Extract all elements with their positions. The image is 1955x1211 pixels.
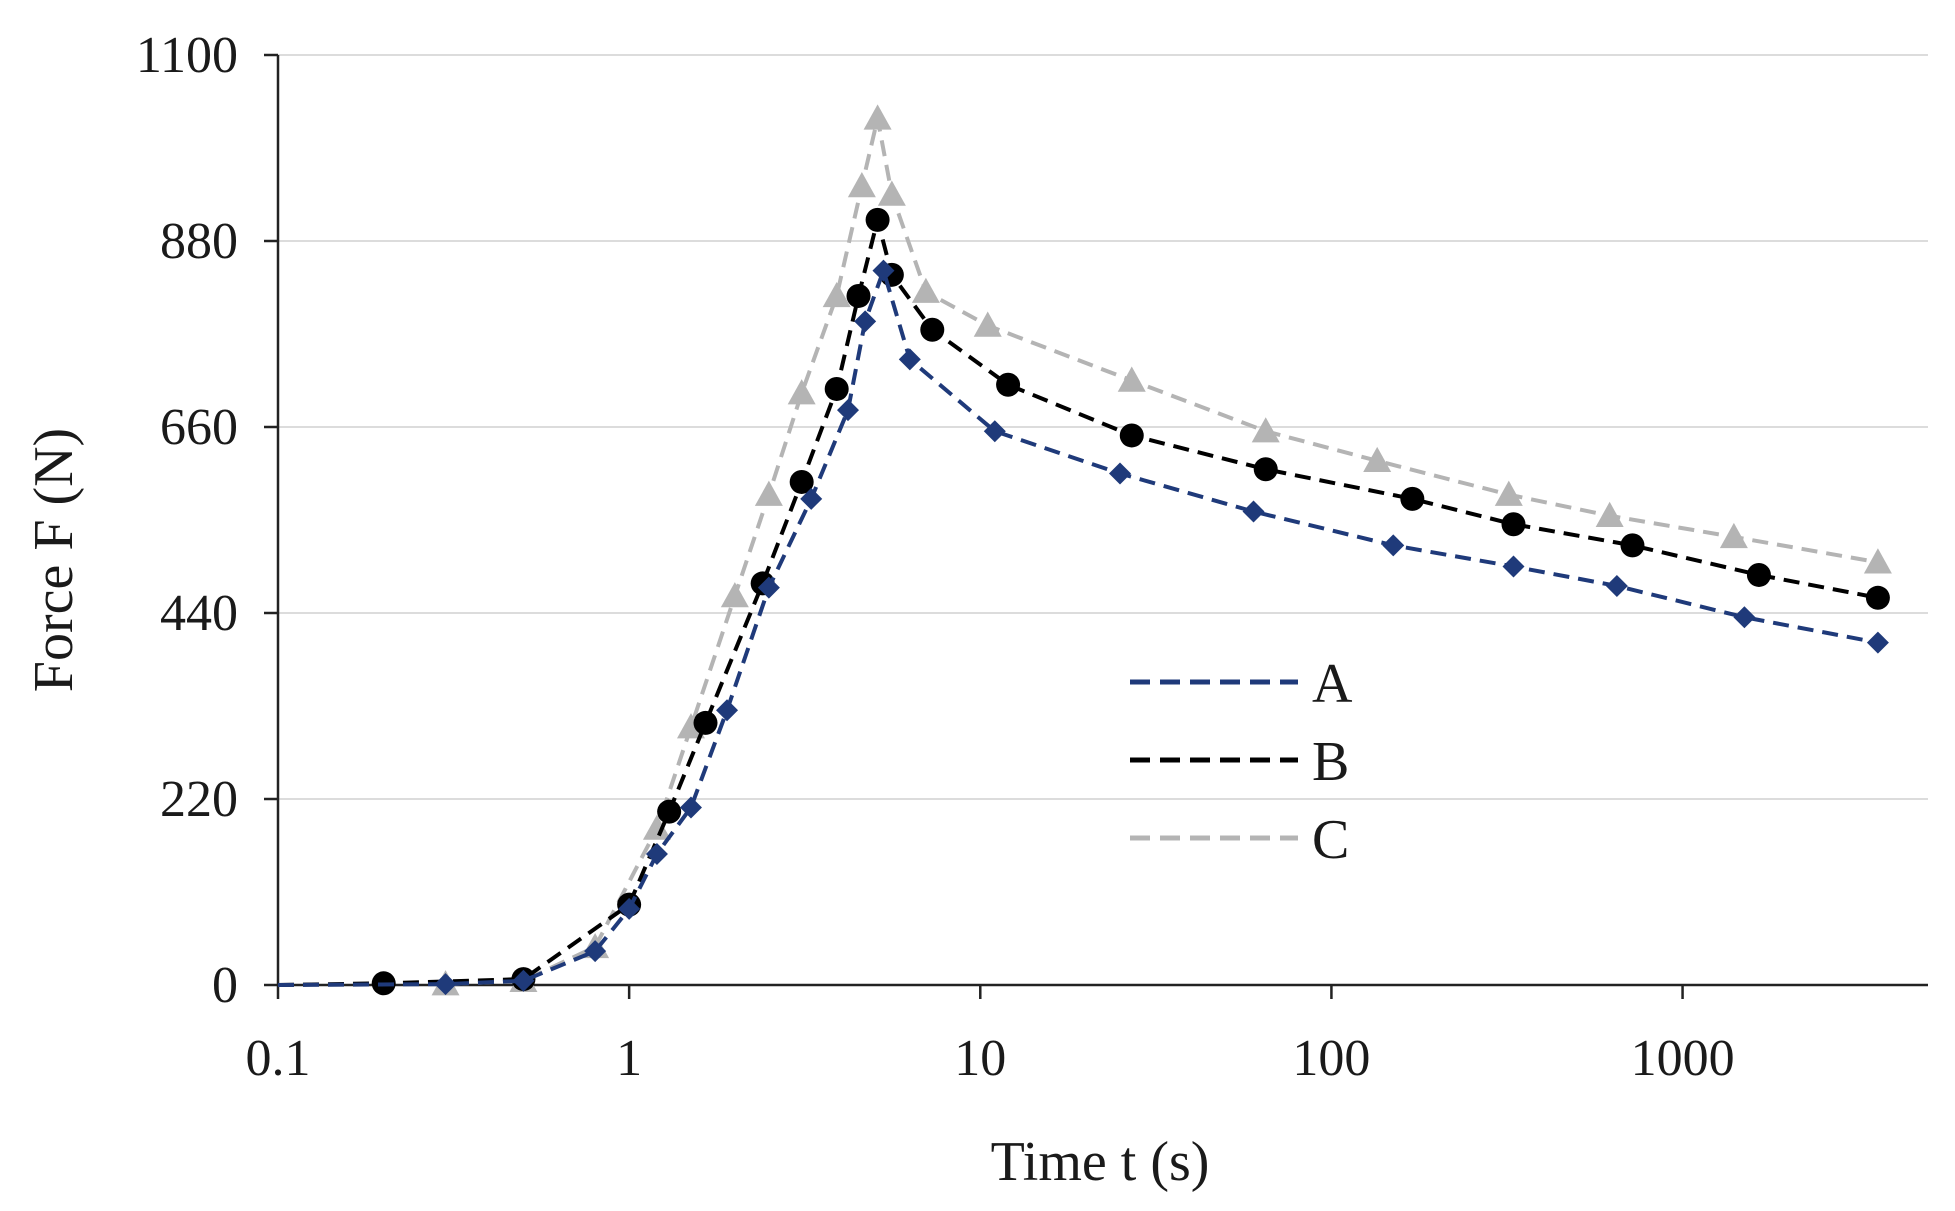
- data-point-B-14: [1119, 423, 1144, 448]
- legend-label-C: C: [1312, 809, 1349, 871]
- data-point-A-5: [645, 842, 668, 865]
- data-point-C-14: [973, 311, 1002, 337]
- data-point-B-12: [920, 317, 945, 342]
- y-tick-label-5: 1100: [136, 27, 238, 84]
- y-tick-label-3: 660: [160, 399, 238, 456]
- ticks: 0 220 440 660 880 1100 0.1 1 10 100 1000: [136, 27, 1735, 1087]
- data-point-A-21: [1866, 631, 1889, 654]
- data-point-A-18: [1502, 555, 1525, 578]
- data-point-B-16: [1400, 486, 1425, 511]
- data-point-C-16: [1251, 417, 1280, 443]
- y-tick-label-4: 880: [160, 213, 238, 270]
- data-point-C-7: [754, 480, 783, 506]
- grid-lines: [278, 54, 1928, 800]
- data-point-C-18: [1494, 480, 1523, 506]
- data-point-C-20: [1719, 522, 1748, 549]
- data-point-A-9: [800, 487, 823, 510]
- y-tick-label-2: 440: [160, 585, 238, 642]
- data-point-B-15: [1253, 457, 1278, 482]
- data-point-A-10: [836, 399, 859, 422]
- data-point-C-19: [1595, 501, 1624, 527]
- data-point-C-9: [822, 281, 851, 308]
- data-point-A-6: [679, 796, 702, 819]
- data-point-A-19: [1605, 574, 1628, 597]
- data-point-C-13: [911, 277, 940, 303]
- data-point-B-5: [693, 710, 718, 735]
- data-point-A-8: [757, 576, 780, 599]
- data-point-C-10: [847, 172, 876, 198]
- data-point-B-4: [657, 799, 682, 824]
- x-tick-label-1: 1: [616, 1030, 642, 1087]
- data-point-C-17: [1363, 446, 1392, 473]
- data-point-B-20: [1865, 585, 1890, 610]
- data-point-A-4: [618, 897, 641, 920]
- y-axis-title: Force F (N): [23, 428, 85, 692]
- data-point-B-18: [1620, 533, 1645, 558]
- data-point-A-3: [584, 940, 607, 963]
- x-axis-title: Time t (s): [991, 1131, 1210, 1193]
- data-point-A-12: [872, 259, 895, 282]
- data-point-B-19: [1746, 562, 1771, 587]
- data-point-A-16: [1242, 500, 1265, 523]
- data-point-A-15: [1109, 462, 1132, 485]
- data-point-A-20: [1733, 606, 1756, 629]
- data-point-C-12: [877, 180, 906, 206]
- data-point-C-4: [642, 814, 671, 840]
- series-line-A: [277, 264, 1879, 987]
- x-tick-label-3: 100: [1292, 1030, 1370, 1087]
- data-point-C-21: [1863, 548, 1892, 574]
- legend: ABC: [1130, 653, 1353, 871]
- axes: [276, 55, 1928, 987]
- x-tick-label-4: 1000: [1631, 1030, 1735, 1087]
- data-point-A-13: [898, 348, 921, 371]
- series-B: [277, 207, 1890, 996]
- series-C: [277, 104, 1892, 996]
- data-point-A-11: [854, 310, 877, 333]
- legend-label-A: A: [1312, 653, 1353, 715]
- series-line-B: [277, 219, 1879, 987]
- data-point-B-13: [996, 372, 1021, 397]
- data-point-C-8: [787, 379, 816, 405]
- data-point-B-8: [824, 376, 849, 401]
- legend-label-B: B: [1312, 731, 1349, 793]
- data-point-A-7: [716, 699, 739, 722]
- series: [277, 104, 1892, 996]
- y-tick-label-0: 0: [212, 957, 238, 1014]
- data-point-B-17: [1501, 512, 1526, 537]
- data-point-C-11: [863, 104, 892, 130]
- x-tick-label-2: 10: [954, 1030, 1006, 1087]
- data-point-A-17: [1382, 534, 1405, 557]
- series-line-C: [277, 117, 1879, 987]
- data-point-B-7: [789, 469, 814, 494]
- data-point-C-6: [720, 582, 749, 608]
- series-A: [277, 259, 1889, 996]
- data-point-C-15: [1117, 366, 1146, 392]
- data-point-B-9: [846, 283, 871, 308]
- y-tick-label-1: 220: [160, 771, 238, 828]
- x-tick-label-0: 0.1: [246, 1030, 311, 1087]
- data-point-A-2: [512, 969, 535, 992]
- data-point-A-14: [983, 420, 1006, 443]
- data-point-A-1: [434, 973, 457, 996]
- data-point-B-10: [865, 207, 890, 232]
